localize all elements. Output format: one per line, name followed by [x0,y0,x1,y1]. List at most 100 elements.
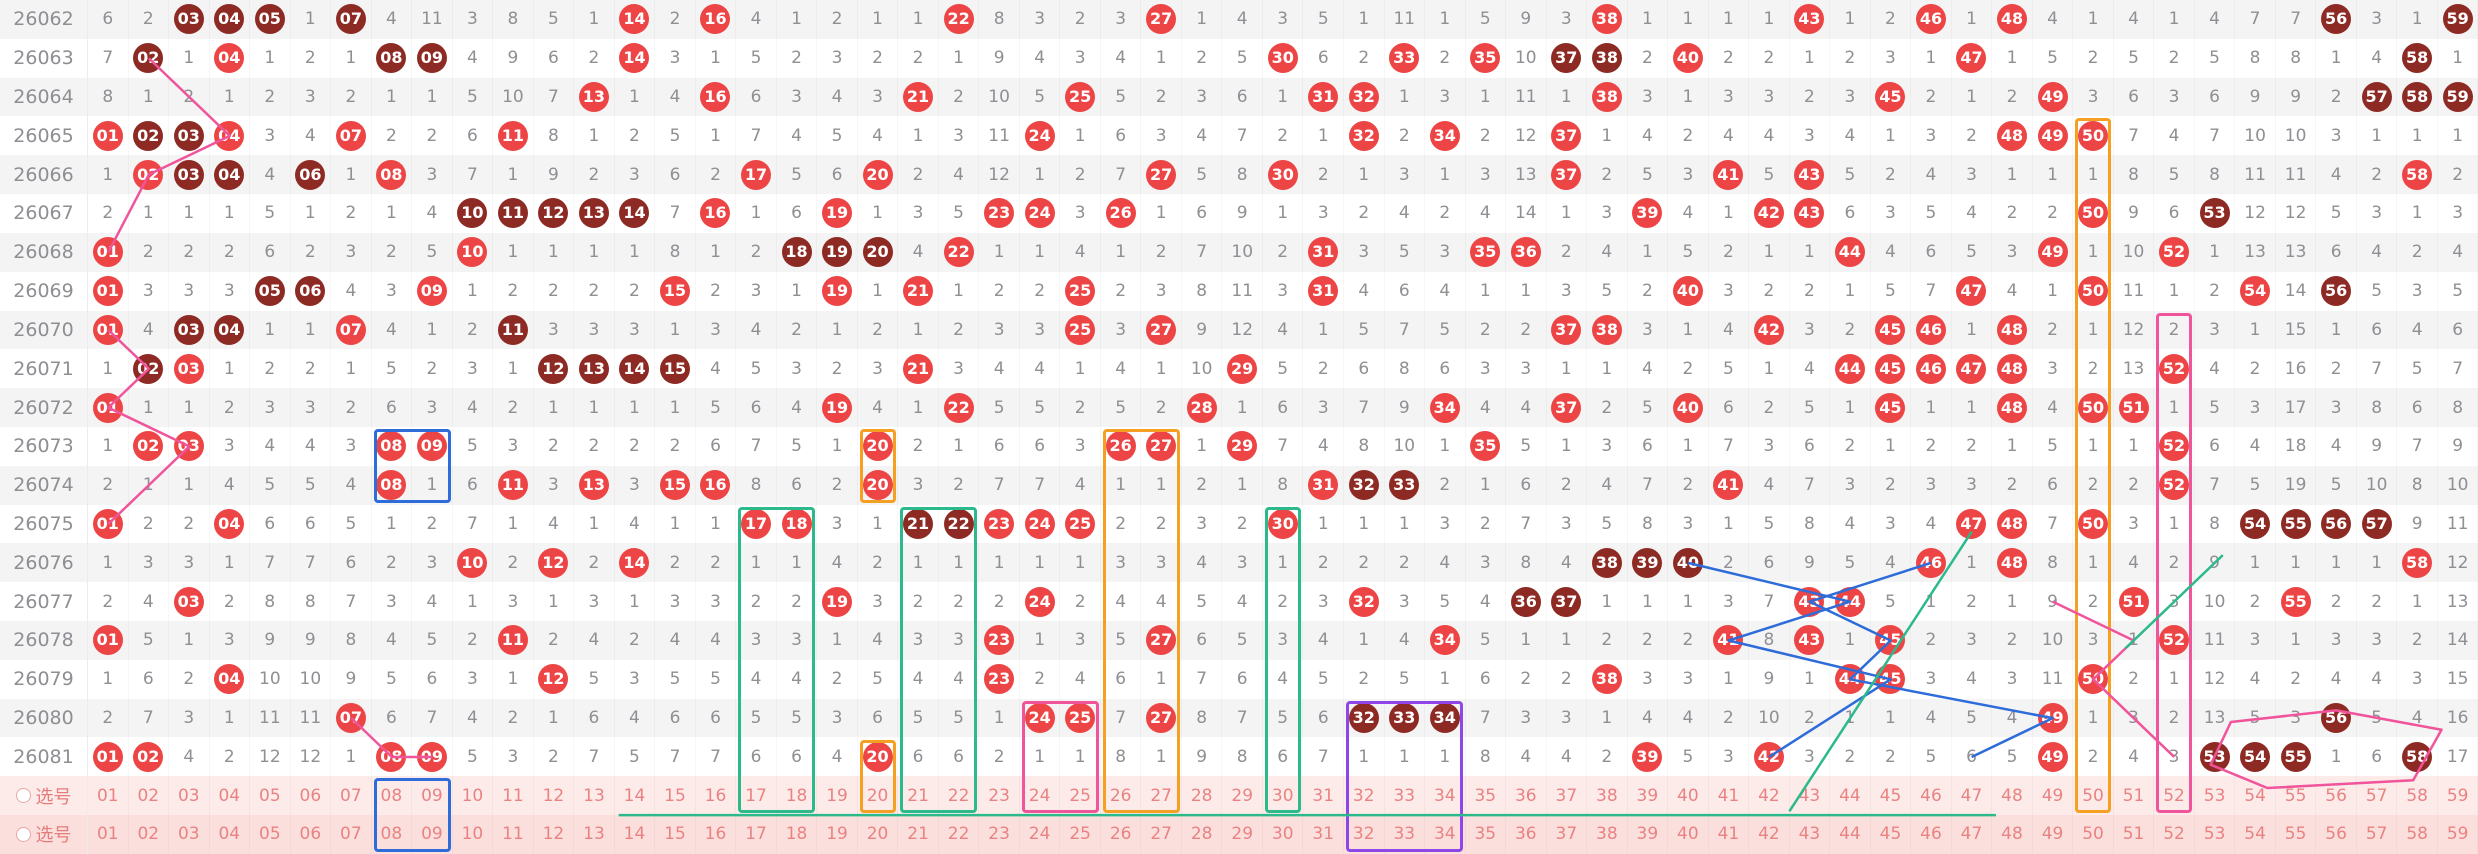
select-number[interactable]: 48 [1992,776,2033,815]
select-number[interactable]: 14 [615,776,656,815]
select-number[interactable]: 37 [1547,815,1588,854]
select-number[interactable]: 56 [2316,815,2357,854]
select-number[interactable]: 22 [939,815,980,854]
select-number[interactable]: 33 [1385,815,1426,854]
select-number[interactable]: 51 [2114,815,2155,854]
select-number[interactable]: 25 [1060,815,1101,854]
select-number[interactable]: 02 [129,776,170,815]
select-number[interactable]: 46 [1911,776,1952,815]
select-number[interactable]: 23 [979,815,1020,854]
select-number[interactable]: 03 [169,815,210,854]
select-number[interactable]: 18 [777,776,818,815]
select-number[interactable]: 40 [1668,815,1709,854]
select-number[interactable]: 53 [2195,815,2236,854]
select-number[interactable]: 30 [1263,815,1304,854]
select-number[interactable]: 16 [696,776,737,815]
select-number[interactable]: 42 [1749,815,1790,854]
select-number[interactable]: 09 [412,815,453,854]
select-number[interactable]: 16 [696,815,737,854]
select-number[interactable]: 05 [250,776,291,815]
select-number[interactable]: 43 [1790,815,1831,854]
select-number[interactable]: 44 [1830,776,1871,815]
select-number[interactable]: 13 [574,776,615,815]
select-number[interactable]: 29 [1222,776,1263,815]
select-number[interactable]: 42 [1749,776,1790,815]
select-number[interactable]: 11 [493,776,534,815]
select-number[interactable]: 06 [291,776,332,815]
select-number[interactable]: 45 [1871,815,1912,854]
select-number[interactable]: 52 [2154,815,2195,854]
select-number[interactable]: 01 [88,776,129,815]
select-number[interactable]: 19 [817,776,858,815]
select-number[interactable]: 41 [1709,815,1750,854]
select-number[interactable]: 35 [1466,815,1507,854]
select-number[interactable]: 10 [453,776,494,815]
select-number[interactable]: 31 [1303,815,1344,854]
select-number[interactable]: 29 [1222,815,1263,854]
select-number[interactable]: 28 [1182,776,1223,815]
select-number[interactable]: 20 [858,776,899,815]
select-number[interactable]: 36 [1506,776,1547,815]
select-number[interactable]: 07 [331,776,372,815]
select-number[interactable]: 38 [1587,776,1628,815]
select-number[interactable]: 03 [169,776,210,815]
select-number[interactable]: 59 [2438,776,2478,815]
select-number[interactable]: 27 [1141,815,1182,854]
select-number[interactable]: 12 [534,776,575,815]
select-number[interactable]: 18 [777,815,818,854]
select-number[interactable]: 21 [898,776,939,815]
select-number[interactable]: 27 [1141,776,1182,815]
select-number[interactable]: 35 [1466,776,1507,815]
select-number[interactable]: 39 [1628,815,1669,854]
select-number[interactable]: 38 [1587,815,1628,854]
select-number[interactable]: 37 [1547,776,1588,815]
select-number[interactable]: 56 [2316,776,2357,815]
select-number[interactable]: 41 [1709,776,1750,815]
select-number[interactable]: 55 [2276,815,2317,854]
select-number[interactable]: 30 [1263,776,1304,815]
select-number[interactable]: 31 [1303,776,1344,815]
select-number[interactable]: 52 [2154,776,2195,815]
select-number[interactable]: 06 [291,815,332,854]
select-number[interactable]: 24 [1020,776,1061,815]
select-number[interactable]: 51 [2114,776,2155,815]
select-number[interactable]: 32 [1344,776,1385,815]
select-number[interactable]: 47 [1952,776,1993,815]
select-number[interactable]: 54 [2235,815,2276,854]
radio-icon[interactable] [15,788,31,804]
select-number[interactable]: 45 [1871,776,1912,815]
select-number[interactable]: 02 [129,815,170,854]
radio-icon[interactable] [15,826,31,842]
select-number[interactable]: 21 [898,815,939,854]
select-number[interactable]: 10 [453,815,494,854]
select-number[interactable]: 48 [1992,815,2033,854]
select-number[interactable]: 26 [1101,776,1142,815]
select-number[interactable]: 57 [2357,815,2398,854]
select-number[interactable]: 34 [1425,815,1466,854]
select-number[interactable]: 19 [817,815,858,854]
select-number[interactable]: 49 [2033,815,2074,854]
select-number[interactable]: 05 [250,815,291,854]
select-number[interactable]: 39 [1628,776,1669,815]
select-number[interactable]: 58 [2397,815,2438,854]
select-number[interactable]: 58 [2397,776,2438,815]
select-number[interactable]: 57 [2357,776,2398,815]
select-number[interactable]: 53 [2195,776,2236,815]
select-number[interactable]: 25 [1060,776,1101,815]
select-number[interactable]: 01 [88,815,129,854]
select-number[interactable]: 22 [939,776,980,815]
select-number[interactable]: 08 [372,815,413,854]
select-number[interactable]: 20 [858,815,899,854]
select-number[interactable]: 40 [1668,776,1709,815]
select-number[interactable]: 04 [210,815,251,854]
select-number[interactable]: 50 [2073,815,2114,854]
select-number[interactable]: 24 [1020,815,1061,854]
select-number[interactable]: 50 [2073,776,2114,815]
select-number[interactable]: 44 [1830,815,1871,854]
select-number[interactable]: 34 [1425,776,1466,815]
select-number[interactable]: 09 [412,776,453,815]
select-number[interactable]: 46 [1911,815,1952,854]
select-number[interactable]: 32 [1344,815,1385,854]
select-number[interactable]: 43 [1790,776,1831,815]
select-number[interactable]: 17 [736,815,777,854]
